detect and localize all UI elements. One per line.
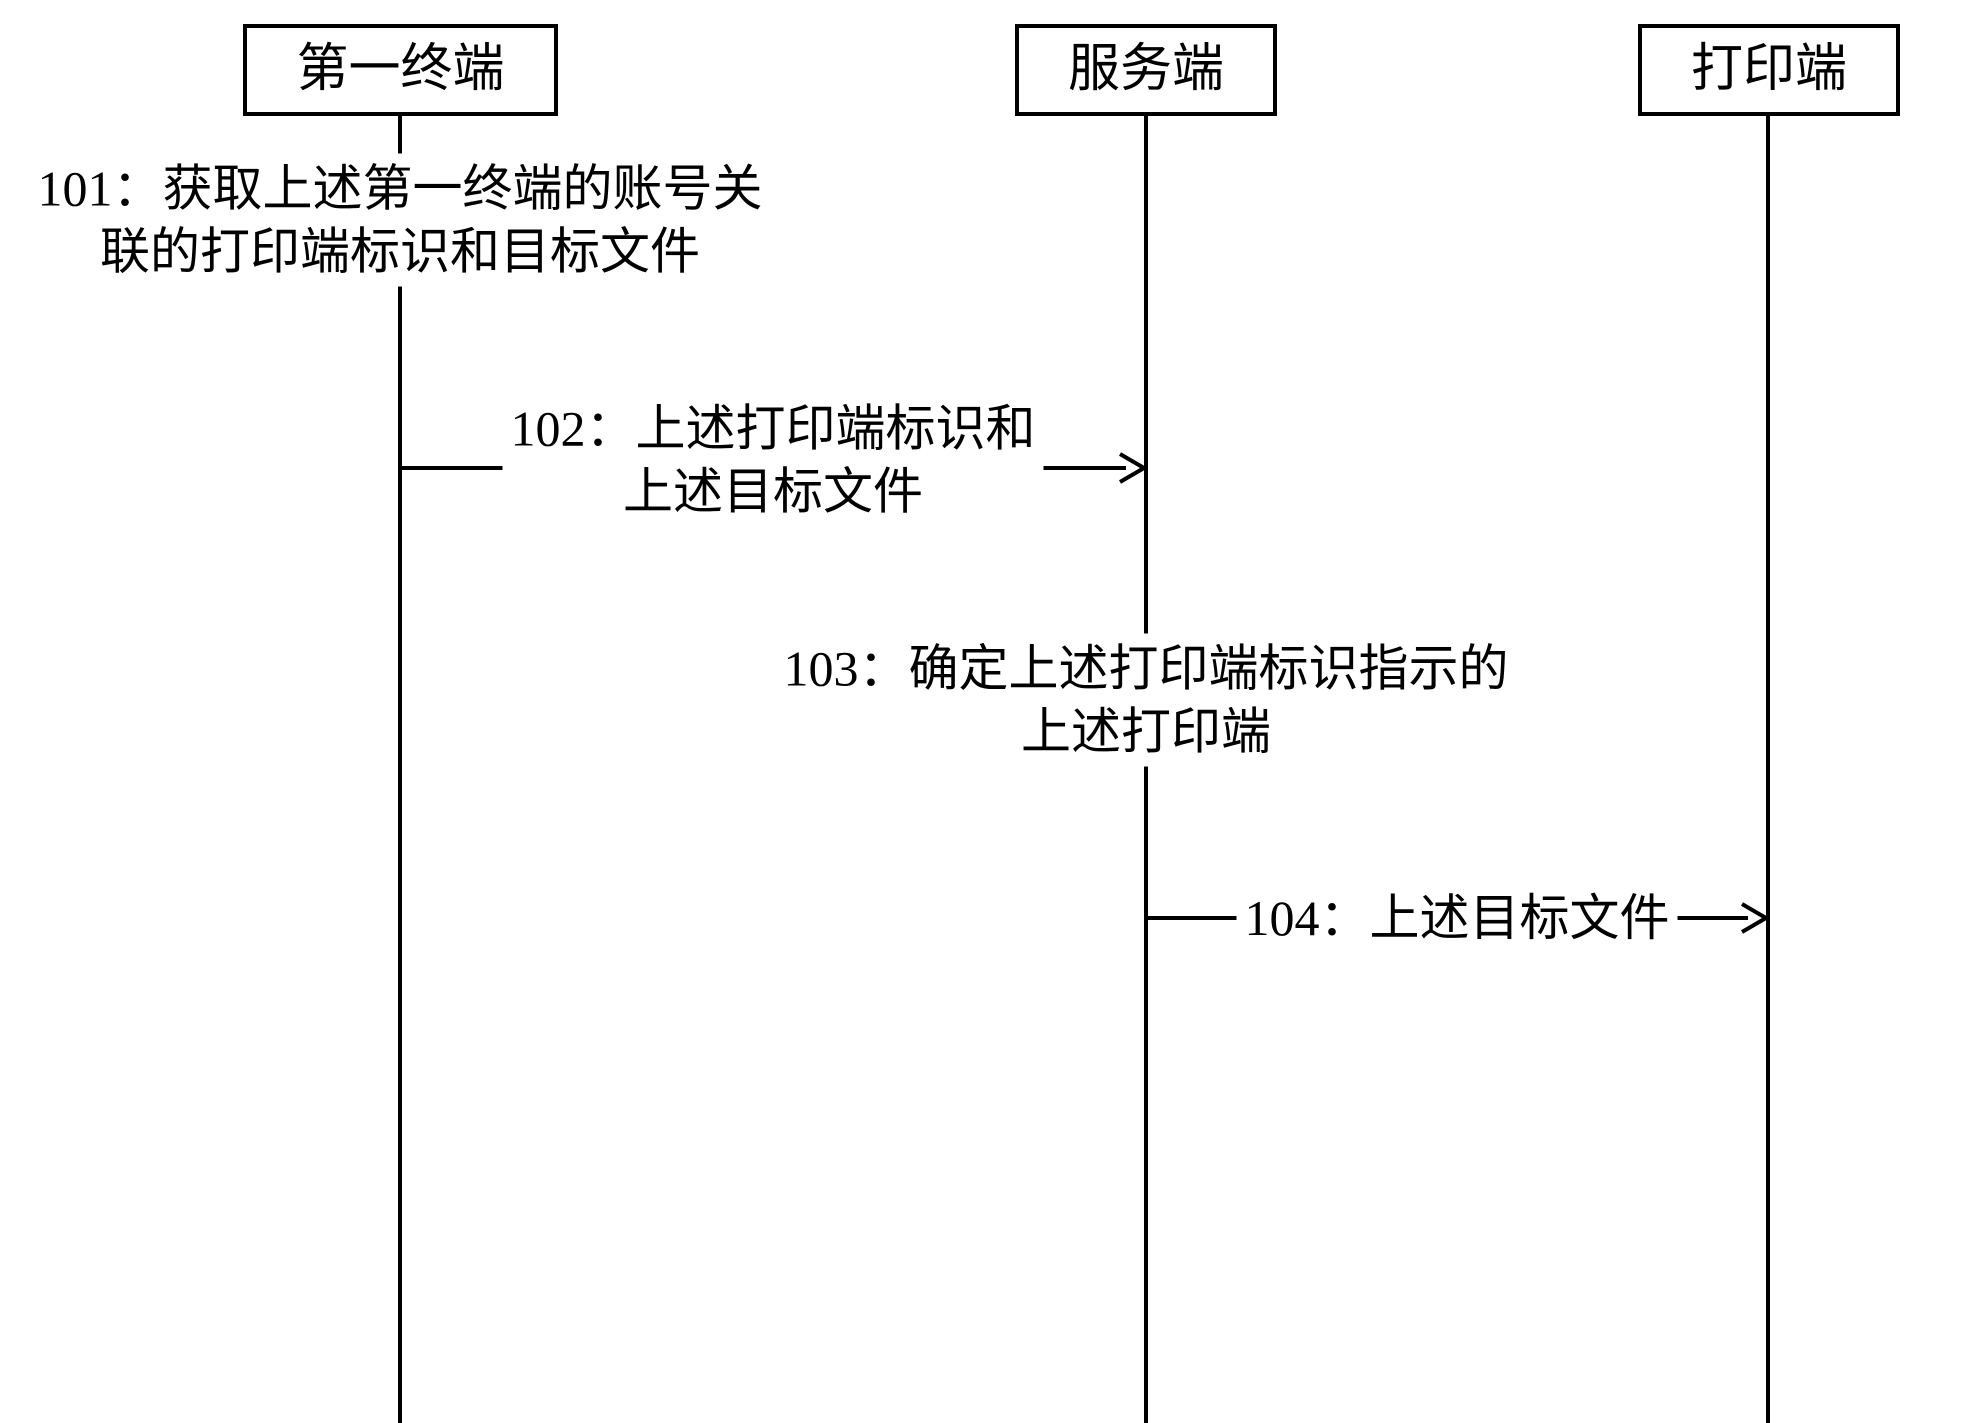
step-103-label: 103：确定上述打印端标识指示的上述打印端	[776, 634, 1517, 767]
step-104-label: 104：上述目标文件	[1237, 883, 1678, 954]
actor-terminal1: 第一终端	[243, 24, 558, 116]
arrowhead-icon	[1116, 452, 1148, 489]
arrowhead-icon	[1738, 902, 1770, 939]
step-label-line: 101：获取上述第一终端的账号关	[38, 158, 763, 221]
lifeline-terminal1	[398, 116, 402, 1423]
step-label-line: 上述打印端	[784, 700, 1509, 763]
actor-label: 服务端	[1068, 41, 1224, 98]
step-label-line: 102：上述打印端标识和	[511, 398, 1036, 461]
step-label-line: 联的打印端标识和目标文件	[38, 220, 763, 283]
step-label-line: 104：上述目标文件	[1245, 887, 1670, 950]
actor-label: 打印端	[1691, 41, 1847, 98]
actor-label: 第一终端	[296, 41, 504, 98]
step-label-line: 103：确定上述打印端标识指示的	[784, 638, 1509, 701]
actor-printer: 打印端	[1638, 24, 1900, 116]
sequence-diagram: 第一终端服务端打印端101：获取上述第一终端的账号关联的打印端标识和目标文件10…	[0, 0, 1964, 1423]
lifeline-server	[1144, 116, 1148, 1423]
actor-server: 服务端	[1015, 24, 1277, 116]
step-label-line: 上述目标文件	[511, 460, 1036, 523]
lifeline-printer	[1766, 116, 1770, 1423]
step-102-label: 102：上述打印端标识和上述目标文件	[503, 394, 1044, 527]
step-101-label: 101：获取上述第一终端的账号关联的打印端标识和目标文件	[30, 154, 771, 287]
